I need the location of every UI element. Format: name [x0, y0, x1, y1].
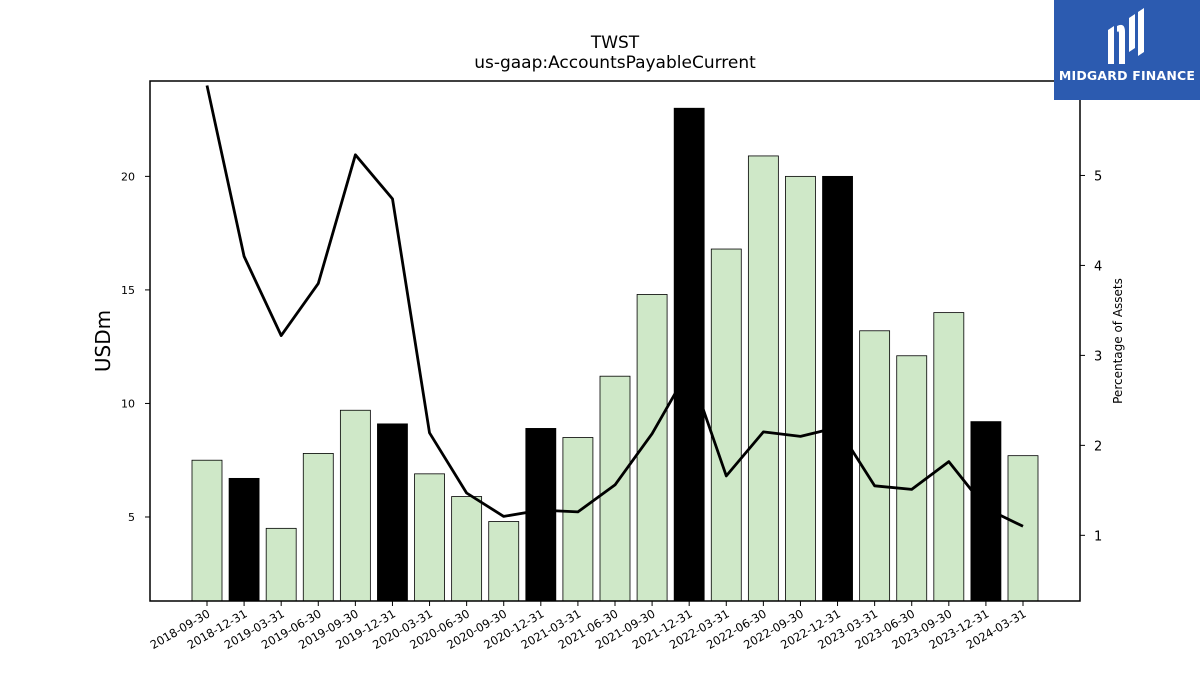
y-tick-label: 10: [121, 397, 135, 410]
bar-2018-09-30: [191, 459, 223, 602]
y-tick-label: 5: [128, 511, 135, 524]
y2-tick-label: 2: [1094, 439, 1102, 454]
chart-subtitle: us-gaap:AccountsPayableCurrent: [474, 53, 756, 73]
y2-tick-label: 1: [1094, 529, 1102, 544]
bar-2022-06-30: [747, 155, 779, 602]
bar-2019-12-31: [377, 423, 408, 602]
bar-2022-03-31: [710, 248, 742, 602]
left-axis: 5 10 15 20: [121, 170, 150, 524]
bar-2019-09-30: [339, 409, 371, 602]
y-axis-label: USDm: [91, 310, 115, 372]
bar-2020-12-31: [525, 428, 557, 602]
brand-logo: MIDGARD FINANCE: [1054, 0, 1200, 100]
bar-2022-12-31: [822, 175, 853, 602]
bar-2021-06-30: [599, 375, 631, 602]
bar-2020-03-31: [414, 473, 445, 602]
y2-tick-label: 4: [1094, 259, 1102, 274]
y-tick-label: 15: [121, 284, 135, 297]
y2-tick-label: 5: [1094, 169, 1102, 184]
y-tick-label: 20: [121, 170, 135, 183]
x-axis: 2018-09-302018-12-312019-03-312019-06-30…: [148, 601, 1029, 652]
bar-2023-06-30: [896, 355, 928, 602]
bar-2023-03-31: [859, 330, 891, 602]
bar-2022-09-30: [785, 175, 816, 602]
line-layer: [205, 85, 1024, 528]
bar-2023-12-31: [970, 421, 1002, 602]
percentage-of-assets-line: [205, 85, 1024, 528]
bar-2020-09-30: [488, 521, 520, 602]
bar-2018-12-31: [228, 477, 260, 602]
bar-2020-06-30: [451, 496, 483, 602]
y2-axis-label: Percentage of Assets: [1111, 278, 1125, 404]
bars-layer: [191, 107, 1039, 602]
y2-tick-label: 3: [1094, 349, 1102, 364]
bar-2023-09-30: [933, 312, 965, 602]
brand-name: MIDGARD FINANCE: [1058, 68, 1196, 83]
bar-2021-12-31: [673, 107, 705, 602]
chart-title: TWST: [590, 33, 640, 53]
bar-2019-06-30: [302, 453, 334, 602]
midgard-m-logo-icon: [1108, 8, 1144, 64]
bar-2019-03-31: [265, 527, 297, 602]
bar-2024-03-31: [1007, 455, 1039, 602]
bar-2021-03-31: [562, 437, 594, 602]
right-axis: 1 2 3 4 5: [1080, 169, 1102, 544]
